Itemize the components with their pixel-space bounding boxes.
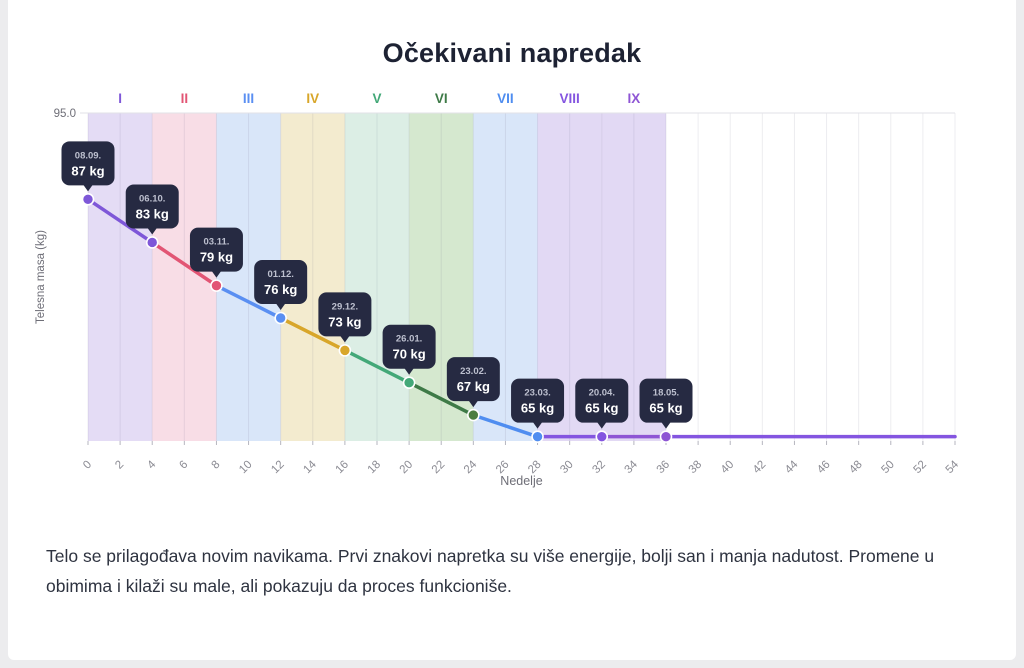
phase-label-II: II [181, 91, 189, 106]
tooltip-date: 26.01. [396, 334, 422, 345]
trend-line-segment [278, 316, 347, 353]
y-axis-label: Telesna masa (kg) [35, 230, 47, 324]
x-tick-label: 50 [879, 459, 897, 477]
x-tick-label: 22 [430, 459, 448, 477]
phase-label-IV: IV [306, 91, 319, 106]
tooltip-weight: 87 kg [71, 163, 104, 178]
phase-label-VIII: VIII [560, 91, 580, 106]
trend-line-segment [407, 380, 476, 417]
data-point-week-16[interactable] [338, 344, 352, 357]
tooltip-date: 23.03. [524, 388, 550, 399]
phase-band-V [344, 113, 410, 441]
trend-line-segment [471, 413, 540, 439]
x-tick-label: 46 [815, 459, 833, 477]
x-tick-label: 40 [719, 459, 737, 477]
data-point-week-12[interactable] [274, 311, 287, 325]
point-tooltip: 06.10. 83 kg [125, 184, 179, 235]
x-tick-label: 8 [210, 459, 223, 472]
tooltip-weight: 73 kg [328, 314, 361, 329]
tooltip-date: 08.09. [75, 150, 101, 161]
x-tick-label: 38 [687, 459, 705, 477]
x-tick-label: 16 [333, 459, 351, 477]
x-tick-label: 52 [911, 459, 929, 477]
x-tick-label: 24 [462, 458, 480, 476]
data-point-week-24[interactable] [467, 408, 480, 422]
data-point-week-28[interactable] [531, 430, 544, 443]
tooltip-date: 29.12. [332, 301, 358, 312]
x-tick-label: 20 [398, 459, 416, 477]
tooltip-weight: 65 kg [649, 401, 682, 416]
x-tick-label: 0 [81, 459, 94, 472]
x-axis-label: Nedelje [500, 474, 542, 488]
point-tooltip: 08.09. 87 kg [61, 141, 115, 192]
phase-label-III: III [243, 91, 254, 106]
x-tick-label: 44 [783, 458, 801, 476]
x-tick-label: 54 [944, 458, 962, 476]
data-point-week-32[interactable] [595, 430, 609, 443]
x-tick-label: 14 [301, 458, 319, 476]
phase-label-VII: VII [497, 91, 514, 106]
phase-label-I: I [118, 91, 122, 106]
tooltip-date: 23.02. [460, 366, 486, 377]
trend-line-segment [343, 348, 411, 385]
progress-description: Telo se prilagođava novim navikama. Prvi… [46, 546, 935, 597]
trend-line-segment [214, 283, 283, 320]
tooltip-date: 20.04. [589, 388, 615, 399]
point-tooltip: 20.04. 65 kg [575, 378, 629, 429]
data-point-week-36[interactable] [659, 430, 673, 443]
main-card: Očekivani napredak 95.0 I II III IV V VI VII VII… [8, 0, 1016, 660]
x-tick-label: 18 [366, 459, 384, 477]
point-tooltip: 29.12. 73 kg [318, 292, 372, 343]
x-tick-label: 10 [237, 459, 255, 477]
x-tick-label: 42 [751, 459, 769, 477]
x-tick-label: 2 [113, 459, 126, 472]
page-title: Očekivani napredak [382, 38, 642, 68]
point-tooltip: 01.12. 76 kg [254, 260, 308, 310]
tooltip-weight: 70 kg [392, 347, 425, 362]
trend-line-segment [86, 197, 154, 245]
phase-label-IX: IX [628, 91, 641, 106]
point-tooltip: 03.11. 79 kg [189, 227, 243, 278]
phase-label-VI: VI [435, 91, 448, 106]
tooltip-weight: 65 kg [585, 401, 618, 416]
data-point-week-8[interactable] [210, 279, 223, 292]
x-tick-label: 48 [847, 459, 865, 477]
tooltip-date: 06.10. [139, 193, 165, 204]
x-tick-label: 12 [269, 459, 287, 477]
x-tick-label: 34 [622, 458, 640, 476]
chart-container: 95.0 I II III IV V VI VII VIII IX 08.09. 87 kg 06.10… [8, 83, 1016, 495]
data-point-week-20[interactable] [402, 376, 416, 390]
x-tick-label: 30 [558, 459, 576, 477]
tooltip-date: 18.05. [653, 388, 679, 399]
tooltip-weight: 76 kg [264, 282, 297, 297]
x-tick-label: 4 [145, 458, 158, 471]
point-tooltip: 23.02. 67 kg [446, 357, 500, 408]
x-tick-label: 36 [655, 459, 673, 477]
tooltip-date: 01.12. [267, 269, 293, 280]
tooltip-weight: 65 kg [521, 401, 554, 416]
data-point-week-0[interactable] [81, 193, 95, 206]
x-tick-label: 32 [590, 459, 608, 477]
point-tooltip: 23.03. 65 kg [511, 378, 565, 429]
point-tooltip: 26.01. 70 kg [382, 324, 436, 375]
tooltip-weight: 79 kg [200, 250, 233, 265]
tooltip-weight: 83 kg [136, 206, 169, 221]
phase-label-V: V [372, 91, 381, 106]
point-tooltip: 18.05. 65 kg [639, 378, 693, 429]
y-tick-label: 95.0 [54, 108, 76, 120]
tooltip-date: 03.11. [203, 237, 229, 248]
x-tick-label: 6 [177, 459, 190, 472]
tooltip-weight: 67 kg [457, 379, 490, 394]
data-point-week-4[interactable] [145, 236, 159, 249]
trend-line-segment [150, 240, 219, 288]
